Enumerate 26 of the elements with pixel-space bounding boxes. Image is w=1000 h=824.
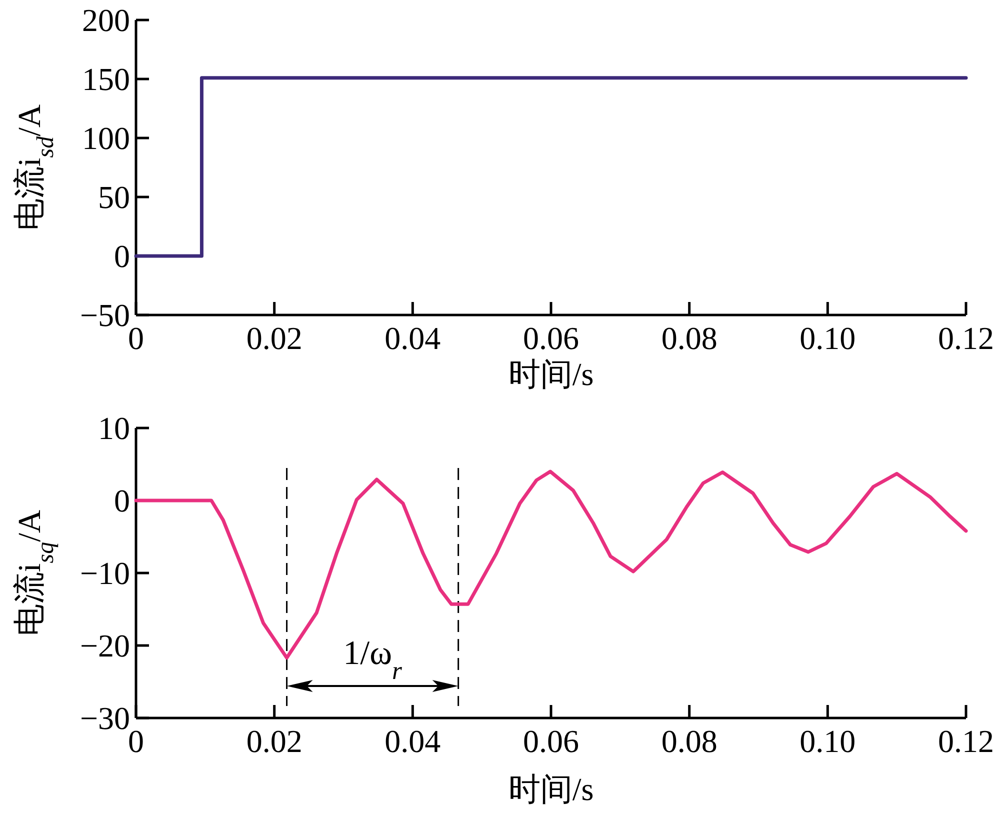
x-tick-label: 0.10 [800,723,856,759]
y-tick-label: −30 [80,700,130,736]
x-axis-title: 时间/s [508,356,594,392]
y-tick-label: 200 [82,2,130,38]
x-tick-label: 0.08 [661,723,718,759]
x-tick-label: 0.06 [523,320,579,356]
y-tick-label: −50 [80,297,130,333]
y-tick-label: 0 [114,482,130,518]
y-tick-label: −20 [80,628,130,664]
x-tick-label: 0.04 [384,320,441,356]
x-tick-label: 0.02 [246,723,302,759]
x-tick-label: 0.08 [661,320,718,356]
y-tick-label: 0 [114,238,130,274]
x-tick-label: 0.10 [800,320,856,356]
x-tick-label: 0.02 [246,320,302,356]
x-axis-title: 时间/s [508,771,594,807]
y-tick-label: 10 [98,410,130,446]
y-tick-label: 50 [98,179,130,215]
y-tick-label: 150 [82,61,130,97]
x-tick-label: 0.12 [938,723,994,759]
x-tick-label: 0.12 [938,320,994,356]
y-tick-label: 100 [82,120,130,156]
x-tick-label: 0.04 [384,723,441,759]
x-tick-label: 0.06 [523,723,579,759]
annotation: 1/ω$_{r}$ [343,635,402,684]
y-tick-label: −10 [80,555,130,591]
